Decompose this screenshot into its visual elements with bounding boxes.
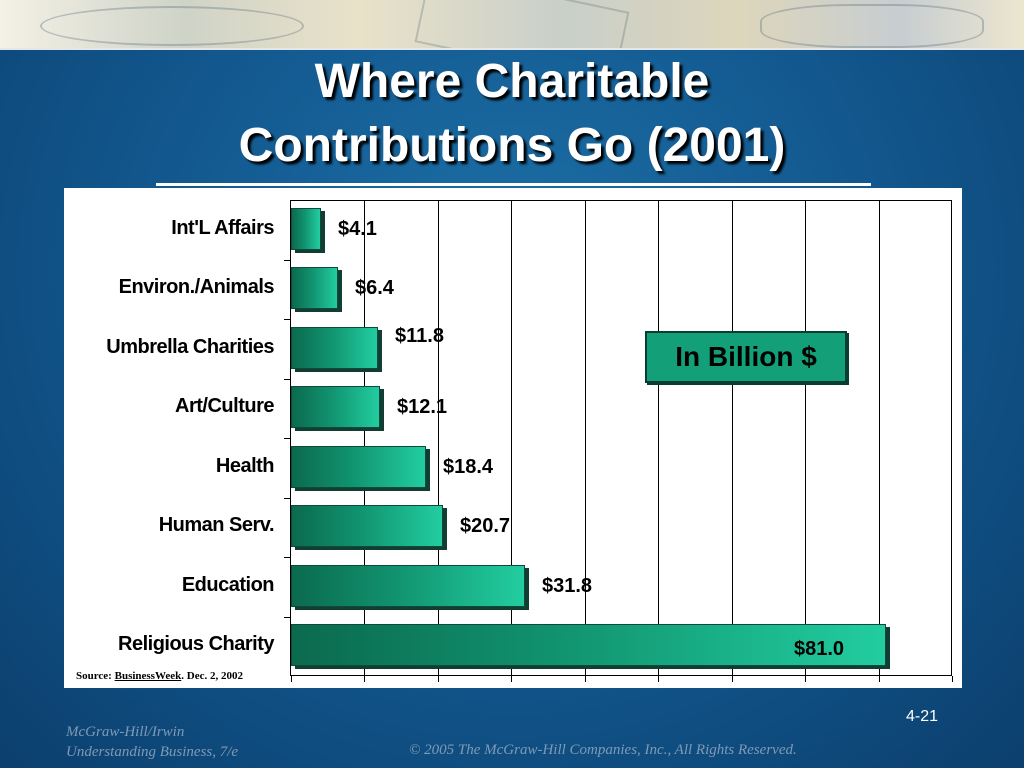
x-tick (438, 676, 439, 682)
slide-number: 4-21 (906, 708, 939, 725)
value-label: $12.1 (397, 396, 448, 418)
x-tick (805, 676, 806, 682)
slide-title: Where Charitable Contributions Go (2001) (0, 50, 1024, 178)
unit-label-box: In Billion $ (645, 331, 847, 383)
title-line-2: Contributions Go (2001) (238, 119, 786, 172)
header-banner (0, 0, 1024, 50)
title-underline (156, 183, 871, 186)
bar-art-culture (291, 386, 380, 428)
value-label: $6.4 (355, 277, 394, 299)
banner-decoration (414, 0, 630, 48)
x-tick (658, 676, 659, 682)
footer-book: Understanding Business, 7/e (66, 744, 239, 760)
x-tick (364, 676, 365, 682)
gridline (879, 200, 880, 676)
source-prefix: Source: (76, 670, 115, 682)
banner-decoration (760, 4, 984, 48)
category-label: Art/Culture (175, 395, 274, 417)
gridline (364, 200, 365, 676)
y-tick (284, 438, 291, 439)
bar-environ-animals (291, 267, 338, 309)
source-note: Source: BusinessWeek. Dec. 2, 2002 (76, 670, 243, 682)
x-tick (585, 676, 586, 682)
y-tick (284, 319, 291, 320)
x-tick (952, 676, 953, 682)
gridline (658, 200, 659, 676)
x-tick (879, 676, 880, 682)
category-label: Health (215, 455, 275, 477)
gridline (585, 200, 586, 676)
value-label: $4.1 (338, 218, 377, 240)
value-label: $11.8 (395, 325, 444, 347)
footer-left: McGraw-Hill/Irwin Understanding Business… (66, 722, 238, 762)
gridline (511, 200, 512, 676)
value-label: $31.8 (542, 575, 593, 597)
y-tick (284, 617, 291, 618)
category-label: Umbrella Charities (106, 336, 274, 358)
source-suffix: . Dec. 2, 2002 (181, 670, 243, 682)
x-tick (291, 676, 292, 682)
gridline (732, 200, 733, 676)
category-label: Religious Charity (118, 633, 274, 655)
footer-copyright: © 2005 The McGraw-Hill Companies, Inc., … (409, 742, 797, 758)
bar-health (291, 446, 426, 488)
category-label: Environ./Animals (118, 276, 275, 298)
title-line-1: Where Charitable (314, 55, 710, 108)
y-tick (284, 557, 291, 558)
category-label: Int'L Affairs (171, 217, 274, 239)
value-label: $20.7 (460, 515, 511, 537)
y-tick (284, 498, 291, 499)
x-tick (732, 676, 733, 682)
gridline (805, 200, 806, 676)
category-label: Human Serv. (158, 514, 275, 536)
bar-int-l-affairs (291, 208, 321, 250)
source-publication: BusinessWeek (114, 670, 182, 682)
bar-education (291, 565, 525, 607)
category-label: Education (181, 574, 275, 596)
value-label: $18.4 (443, 456, 494, 478)
gridline (438, 200, 439, 676)
y-tick (284, 379, 291, 380)
banner-decoration (40, 6, 304, 46)
x-tick (511, 676, 512, 682)
bar-religious-charity (291, 624, 886, 666)
value-label: $81.0 (794, 638, 845, 660)
bar-human-serv (291, 505, 443, 547)
footer-publisher: McGraw-Hill/Irwin (66, 724, 185, 740)
y-tick (284, 260, 291, 261)
bar-umbrella-charities (291, 327, 378, 369)
